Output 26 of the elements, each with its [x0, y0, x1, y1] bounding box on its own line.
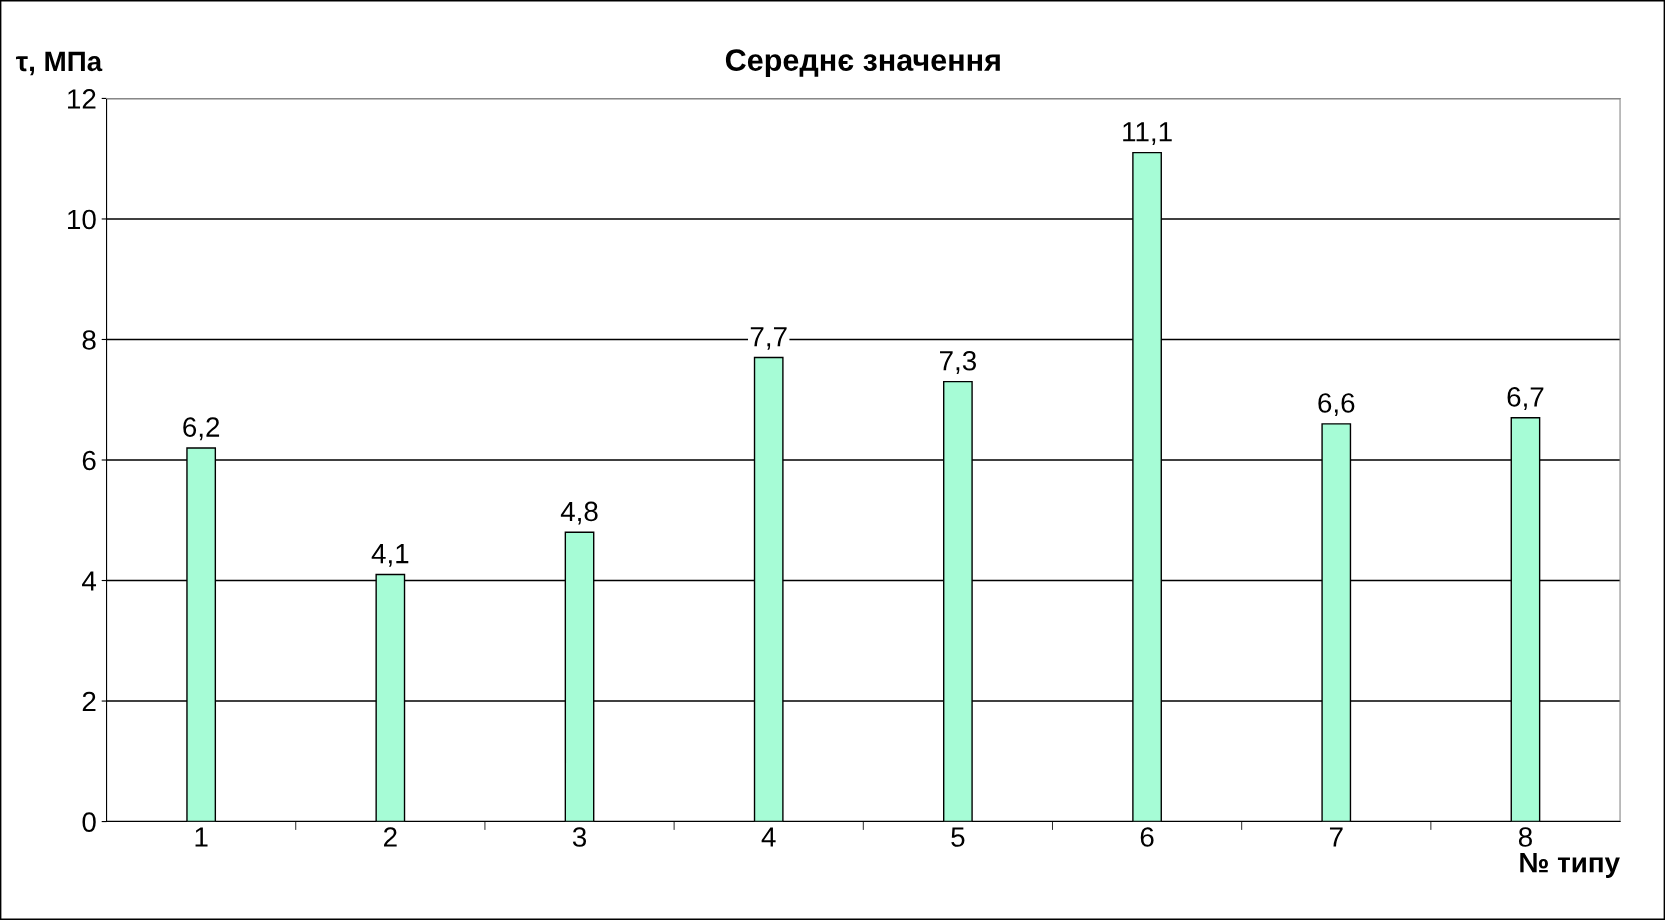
y-tick-label: 6	[82, 450, 96, 471]
x-tick-label: 4	[761, 827, 776, 847]
y-tick-label: 8	[82, 330, 96, 350]
data-label: 4,1	[371, 544, 409, 567]
y-tick-label: 4	[82, 571, 97, 591]
data-label: 6,7	[1507, 387, 1544, 411]
x-axis-title: № типу	[1520, 853, 1620, 878]
chart-title: Середнє значення	[725, 49, 1000, 77]
y-tick-label: 2	[82, 691, 96, 712]
y-tick-label: 10	[68, 209, 96, 230]
x-tick-label: 2	[384, 827, 397, 847]
data-label: 6,2	[183, 417, 220, 441]
data-label: 6,6	[1318, 393, 1355, 417]
x-tick-label: 8	[1518, 827, 1532, 847]
y-tick-label: 12	[68, 89, 96, 109]
y-tick-label: 0	[82, 812, 96, 832]
data-label: 7,3	[940, 350, 976, 374]
data-label: 7,7	[750, 327, 787, 350]
data-label: 4,8	[560, 501, 598, 525]
x-tick-label: 1	[195, 827, 208, 847]
data-label: 11,1	[1123, 122, 1172, 145]
x-tick-label: 7	[1329, 827, 1343, 847]
x-tick-label: 3	[572, 827, 587, 847]
y-axis-title: τ, МПа	[15, 51, 103, 76]
x-tick-label: 5	[951, 827, 965, 847]
x-tick-label: 6	[1140, 827, 1154, 847]
